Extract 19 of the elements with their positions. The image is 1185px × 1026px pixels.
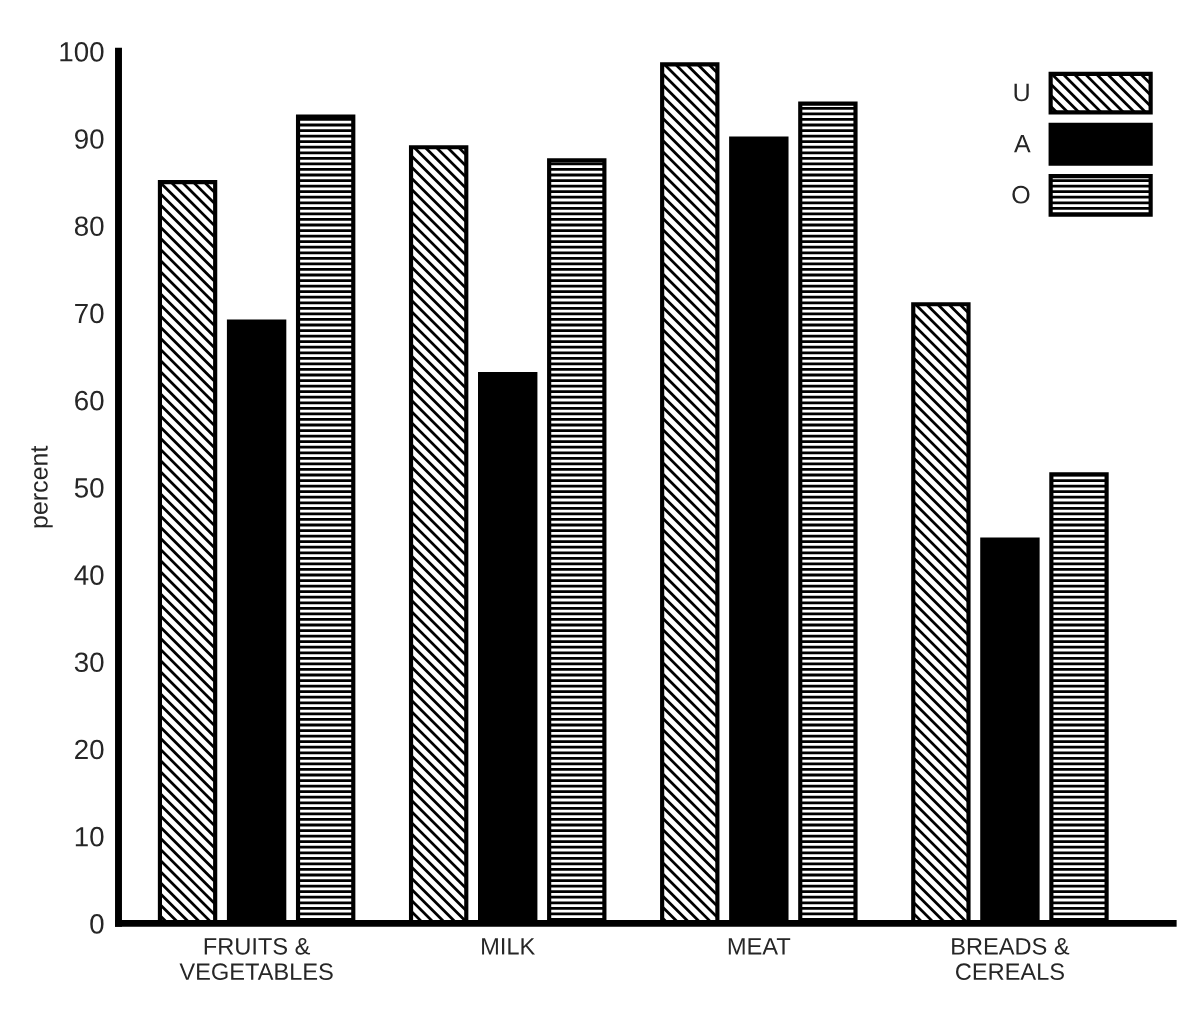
y-tick-label: 10 xyxy=(75,826,104,847)
y-tick-label: 20 xyxy=(75,739,104,760)
y-tick-label: 90 xyxy=(75,129,104,149)
y-axis-title: percent xyxy=(31,445,53,528)
legend-label: A xyxy=(1014,134,1031,153)
y-tick-label: 100 xyxy=(60,41,104,62)
y-tick-label: 80 xyxy=(74,216,104,237)
x-tick-label: MEAT xyxy=(728,938,791,955)
y-tick-label: 60 xyxy=(75,390,104,411)
legend-label: O xyxy=(1012,185,1030,204)
y-tick-label: 0 xyxy=(90,914,104,934)
x-tick-label: BREADS & CEREALS xyxy=(952,937,1070,981)
y-tick-label: 70 xyxy=(75,303,104,324)
y-tick-label: 30 xyxy=(74,652,104,673)
x-tick-label: FRUITS & VEGETABLES xyxy=(179,937,333,981)
legend-label: U xyxy=(1014,83,1029,102)
x-tick-label: MILK xyxy=(482,938,536,955)
y-tick-label: 40 xyxy=(74,565,104,585)
y-tick-label: 50 xyxy=(74,478,104,498)
